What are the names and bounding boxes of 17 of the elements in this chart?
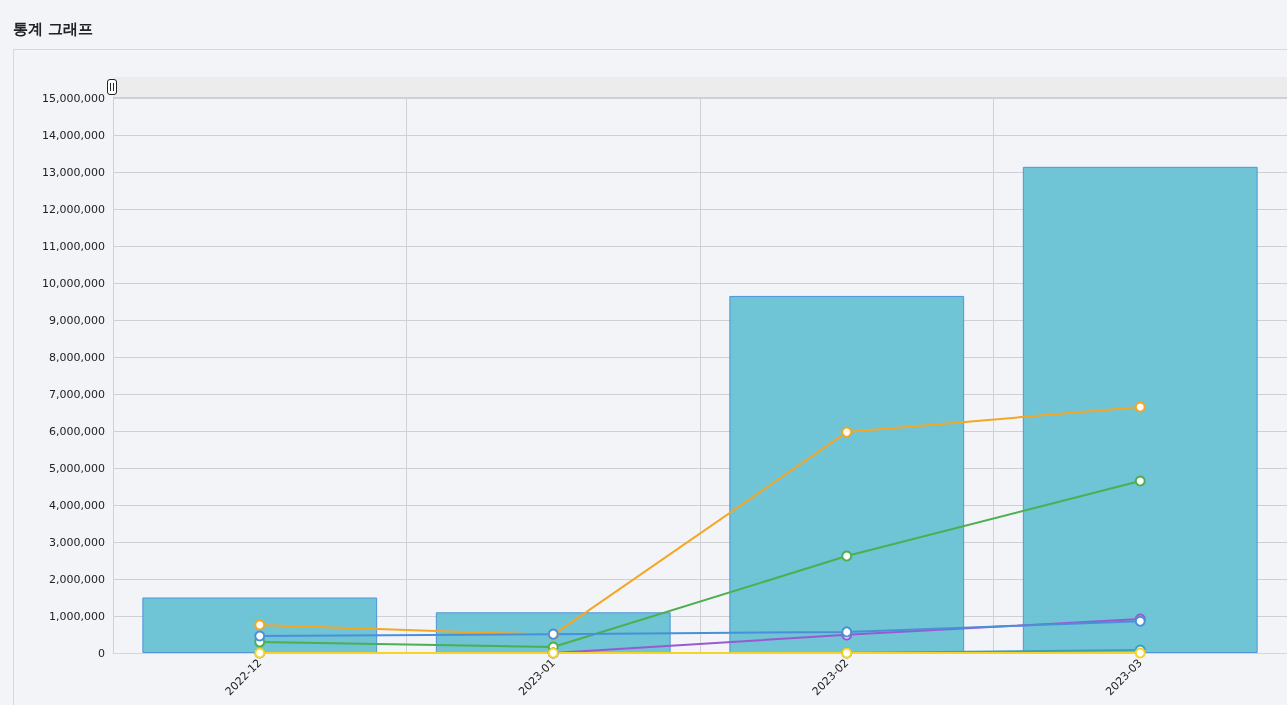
y-tick-label: 8,000,000 — [49, 350, 105, 364]
y-tick-label: 9,000,000 — [49, 313, 105, 327]
y-tick-label: 12,000,000 — [42, 202, 105, 216]
y-tick-label: 1,000,000 — [49, 609, 105, 623]
y-tick-label: 2,000,000 — [49, 572, 105, 586]
y-tick-label: 15,000,000 — [42, 91, 105, 105]
y-tick-label: 14,000,000 — [42, 128, 105, 142]
y-tick-label: 11,000,000 — [42, 239, 105, 253]
y-tick-label: 4,000,000 — [49, 498, 105, 512]
y-tick-label: 7,000,000 — [49, 387, 105, 401]
y-tick-label: 0 — [98, 646, 105, 660]
y-tick-label: 10,000,000 — [42, 276, 105, 290]
y-tick-label: 6,000,000 — [49, 424, 105, 438]
y-tick-label: 13,000,000 — [42, 165, 105, 179]
chart-title: 통계 그래프 — [13, 20, 94, 39]
y-tick-label: 3,000,000 — [49, 535, 105, 549]
y-tick-label: 5,000,000 — [49, 461, 105, 475]
